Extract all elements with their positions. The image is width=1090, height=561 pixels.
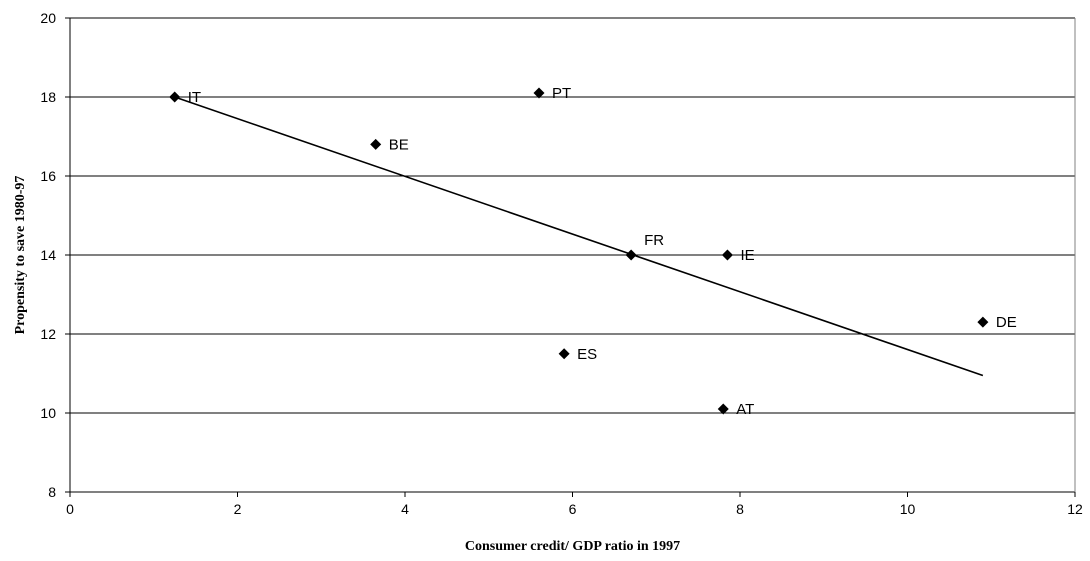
y-tick-label: 8 <box>48 484 56 500</box>
data-point-label: IT <box>188 89 201 106</box>
x-tick-label: 8 <box>736 501 744 517</box>
data-point-marker <box>370 138 382 150</box>
y-tick-label: 18 <box>40 89 56 105</box>
data-point-label: DE <box>996 314 1017 331</box>
trendline-group <box>174 96 984 377</box>
data-point-label: IE <box>740 247 754 264</box>
data-point-label: AT <box>736 401 754 418</box>
x-tick-label: 0 <box>66 501 74 517</box>
data-point-marker <box>625 249 637 261</box>
data-point-marker <box>717 403 729 415</box>
data-point-label: ES <box>577 346 597 363</box>
trendline <box>174 96 984 377</box>
x-tick-label: 4 <box>401 501 409 517</box>
data-points: IT BE PT FR IE ES AT DE <box>169 85 1017 418</box>
y-tick-label: 20 <box>40 10 56 26</box>
data-point-marker <box>558 348 570 360</box>
data-point-marker <box>533 87 545 99</box>
y-tick-label: 16 <box>40 168 56 184</box>
x-tick-label: 6 <box>569 501 577 517</box>
data-point-label: BE <box>389 136 409 153</box>
x-tick-label: 12 <box>1067 501 1083 517</box>
y-axis-title: Propensity to save 1980-97 <box>13 176 28 335</box>
x-axis-title: Consumer credit/ GDP ratio in 1997 <box>465 539 680 554</box>
data-point-marker <box>169 91 181 103</box>
y-tick-label: 10 <box>40 405 56 421</box>
data-point-label: PT <box>552 85 571 102</box>
gridlines <box>70 17 1075 414</box>
data-point-marker <box>721 249 733 261</box>
data-point-marker <box>977 316 989 328</box>
y-tick-label: 12 <box>40 326 56 342</box>
x-tick-label: 10 <box>900 501 916 517</box>
y-tick-label: 14 <box>40 247 56 263</box>
data-point-label: FR <box>644 232 664 249</box>
x-tick-label: 2 <box>234 501 242 517</box>
axis-ticks: 8 10 12 14 16 18 20 0 2 4 6 8 10 12 <box>40 10 1083 517</box>
